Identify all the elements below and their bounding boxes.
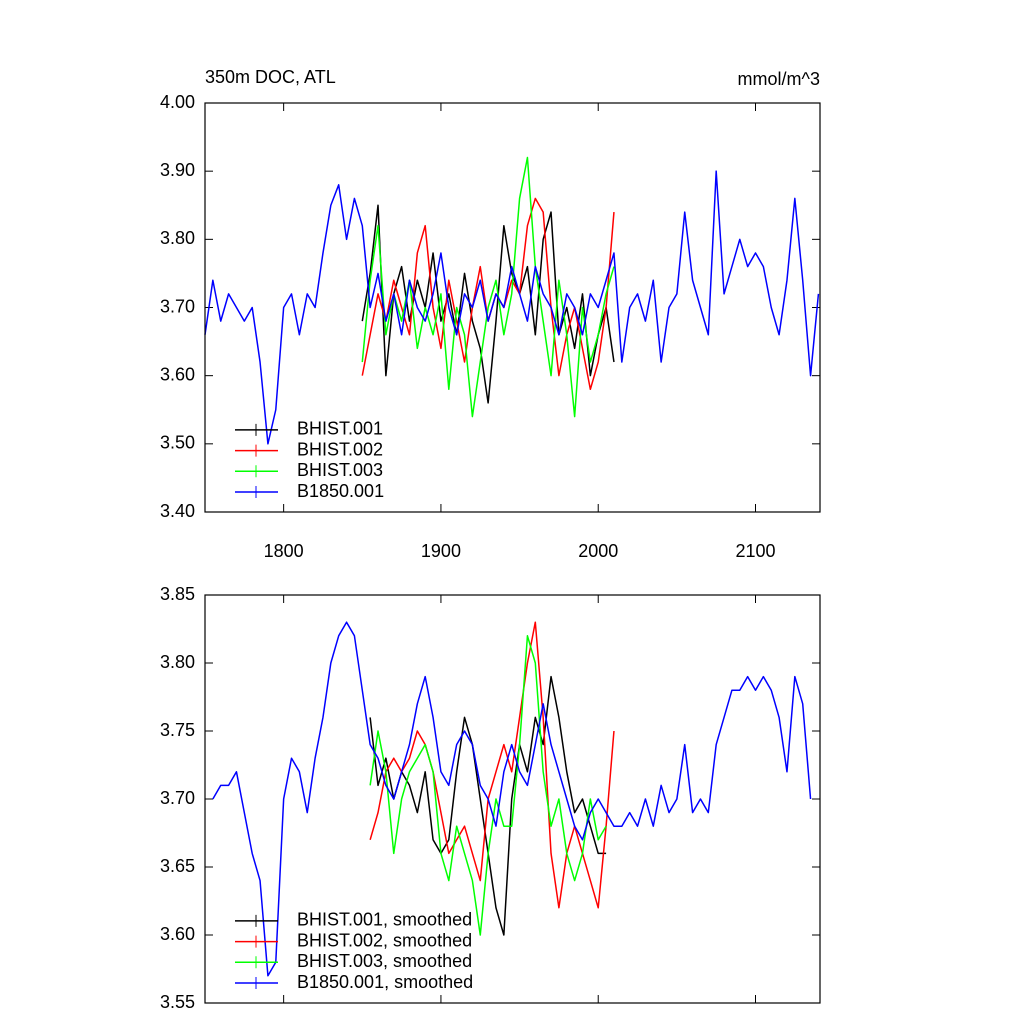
x-tick-label: 1900	[421, 541, 461, 561]
legend-label: BHIST.003	[297, 460, 383, 480]
series-line	[369, 621, 615, 909]
legend-label: B1850.001	[297, 481, 384, 501]
series-line	[204, 170, 820, 445]
y-tick-label: 3.70	[160, 296, 195, 316]
x-tick-label: 1800	[264, 541, 304, 561]
y-tick-label: 3.50	[160, 433, 195, 453]
series-line	[361, 204, 615, 404]
series-line	[361, 156, 615, 418]
plot-frame	[204, 594, 821, 1004]
x-tick-label: 2000	[578, 541, 618, 561]
units-label: mmol/m^3	[738, 69, 820, 89]
y-tick-label: 3.70	[160, 788, 195, 808]
y-tick-label: 3.75	[160, 720, 195, 740]
y-tick-label: 3.60	[160, 924, 195, 944]
y-tick-label: 3.55	[160, 992, 195, 1012]
legend-label: BHIST.002, smoothed	[297, 930, 472, 950]
y-tick-label: 3.40	[160, 501, 195, 521]
x-tick-label: 2100	[735, 541, 775, 561]
y-tick-label: 4.00	[160, 92, 195, 112]
series-line	[361, 197, 615, 391]
y-tick-label: 3.85	[160, 584, 195, 604]
series-line	[212, 621, 812, 977]
y-tick-label: 3.80	[160, 652, 195, 672]
legend-label: BHIST.003, smoothed	[297, 951, 472, 971]
y-tick-label: 3.60	[160, 364, 195, 384]
y-tick-label: 3.80	[160, 228, 195, 248]
legend-label: BHIST.002	[297, 439, 383, 459]
series-line	[369, 635, 607, 936]
plot-frame	[204, 102, 821, 513]
legend-label: BHIST.001	[297, 419, 383, 439]
y-tick-label: 3.90	[160, 160, 195, 180]
legend-label: BHIST.001, smoothed	[297, 910, 472, 930]
y-tick-label: 3.65	[160, 856, 195, 876]
legend-label: B1850.001, smoothed	[297, 972, 473, 992]
chart-title: 350m DOC, ATL	[205, 67, 336, 87]
